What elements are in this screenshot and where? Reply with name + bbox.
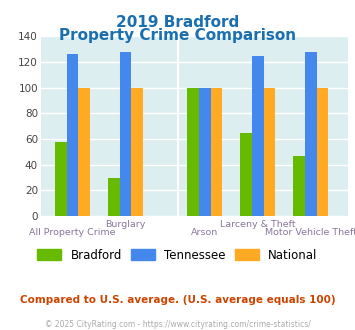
Bar [252,55,264,216]
Bar [67,54,78,216]
Bar [305,52,317,216]
Bar [317,88,328,216]
Text: Larceny & Theft: Larceny & Theft [220,220,296,229]
Bar [108,178,120,216]
Bar [211,88,223,216]
Legend: Bradford, Tennessee, National: Bradford, Tennessee, National [33,244,322,266]
Text: © 2025 CityRating.com - https://www.cityrating.com/crime-statistics/: © 2025 CityRating.com - https://www.city… [45,320,310,329]
Bar [293,156,305,216]
Text: Burglary: Burglary [105,220,146,229]
Bar [120,52,131,216]
Bar [187,88,199,216]
Text: Arson: Arson [191,228,219,237]
Text: Compared to U.S. average. (U.S. average equals 100): Compared to U.S. average. (U.S. average … [20,295,335,305]
Bar [131,88,143,216]
Text: 2019 Bradford: 2019 Bradford [116,15,239,30]
Bar [264,88,275,216]
Bar [199,88,211,216]
Text: Motor Vehicle Theft: Motor Vehicle Theft [265,228,355,237]
Bar [55,142,67,216]
Text: All Property Crime: All Property Crime [29,228,116,237]
Bar [240,133,252,216]
Text: Property Crime Comparison: Property Crime Comparison [59,28,296,43]
Bar [78,88,90,216]
